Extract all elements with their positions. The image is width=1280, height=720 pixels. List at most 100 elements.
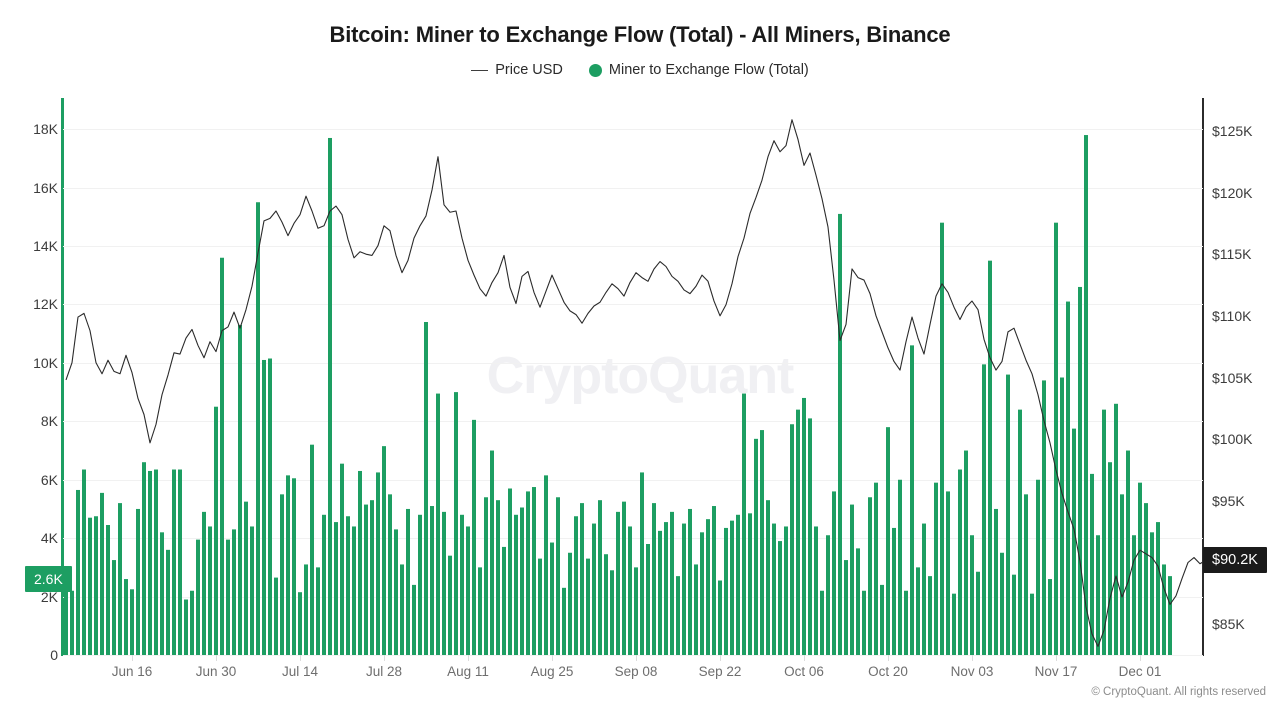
price-line[interactable] — [65, 119, 1207, 647]
bar[interactable] — [184, 599, 188, 656]
bar[interactable] — [958, 469, 962, 655]
bar[interactable] — [1156, 522, 1160, 655]
bar[interactable] — [1096, 535, 1100, 655]
bar[interactable] — [112, 560, 116, 655]
bar[interactable] — [952, 593, 956, 655]
bar[interactable] — [130, 589, 134, 655]
bar[interactable] — [616, 511, 620, 655]
bar[interactable] — [796, 409, 800, 655]
bar[interactable] — [820, 590, 824, 655]
bar[interactable] — [370, 500, 374, 655]
bar[interactable] — [160, 532, 164, 655]
bar[interactable] — [556, 497, 560, 655]
bar[interactable] — [274, 577, 278, 655]
bar[interactable] — [562, 587, 566, 655]
bar[interactable] — [850, 504, 854, 655]
bar[interactable] — [448, 555, 452, 655]
bar[interactable] — [898, 479, 902, 655]
bar[interactable] — [1138, 482, 1142, 655]
bar[interactable] — [400, 564, 404, 655]
bar[interactable] — [784, 526, 788, 655]
bar[interactable] — [862, 590, 866, 655]
bar[interactable] — [592, 523, 596, 655]
bar[interactable] — [430, 506, 434, 655]
bar[interactable] — [460, 514, 464, 655]
bar[interactable] — [496, 500, 500, 655]
bar[interactable] — [376, 472, 380, 655]
bar[interactable] — [172, 469, 176, 655]
bar[interactable] — [520, 507, 524, 655]
bar[interactable] — [148, 470, 152, 655]
bar[interactable] — [532, 487, 536, 655]
bar[interactable] — [670, 511, 674, 655]
bar[interactable] — [868, 497, 872, 655]
bar[interactable] — [394, 529, 398, 655]
bar[interactable] — [286, 475, 290, 655]
bar[interactable] — [220, 257, 224, 655]
bar[interactable] — [202, 511, 206, 655]
bar[interactable] — [82, 469, 86, 655]
bar[interactable] — [352, 526, 356, 655]
bar[interactable] — [916, 567, 920, 655]
bar[interactable] — [304, 564, 308, 655]
bar[interactable] — [190, 590, 194, 655]
bar[interactable] — [238, 324, 242, 655]
bar[interactable] — [628, 526, 632, 655]
bar[interactable] — [970, 535, 974, 655]
bar[interactable] — [1048, 579, 1052, 655]
bar[interactable] — [838, 213, 842, 656]
bar[interactable] — [718, 580, 722, 655]
bar[interactable] — [106, 525, 110, 655]
bar[interactable] — [610, 570, 614, 655]
bar[interactable] — [976, 571, 980, 655]
bar[interactable] — [214, 406, 218, 655]
bar[interactable] — [316, 567, 320, 655]
bar[interactable] — [502, 546, 506, 655]
bar[interactable] — [64, 577, 68, 655]
bar[interactable] — [568, 552, 572, 655]
bar[interactable] — [514, 514, 518, 655]
bar[interactable] — [946, 491, 950, 655]
bar[interactable] — [940, 222, 944, 655]
bar[interactable] — [76, 489, 80, 655]
bar[interactable] — [544, 475, 548, 655]
bar[interactable] — [826, 535, 830, 655]
bar[interactable] — [472, 419, 476, 655]
legend-item-price[interactable]: Price USD — [471, 62, 563, 78]
bar[interactable] — [1018, 409, 1022, 655]
bar[interactable] — [1084, 135, 1088, 656]
bar[interactable] — [886, 427, 890, 655]
bar[interactable] — [994, 508, 998, 655]
legend-item-flow[interactable]: Miner to Exchange Flow (Total) — [588, 62, 809, 78]
bar[interactable] — [1132, 535, 1136, 655]
bar[interactable] — [490, 450, 494, 655]
bar[interactable] — [358, 470, 362, 655]
bar[interactable] — [766, 500, 770, 655]
bar[interactable] — [1162, 564, 1166, 655]
bar[interactable] — [634, 567, 638, 655]
bar[interactable] — [682, 523, 686, 655]
bar[interactable] — [538, 558, 542, 655]
bar[interactable] — [70, 590, 74, 655]
bar[interactable] — [1024, 494, 1028, 655]
bar[interactable] — [808, 418, 812, 655]
bar[interactable] — [526, 491, 530, 655]
bar[interactable] — [892, 527, 896, 655]
bar[interactable] — [298, 592, 302, 655]
bar[interactable] — [262, 359, 266, 655]
bar[interactable] — [1090, 473, 1094, 655]
bar[interactable] — [1054, 222, 1058, 655]
bar[interactable] — [1078, 286, 1082, 655]
bar[interactable] — [124, 579, 128, 655]
bar[interactable] — [280, 494, 284, 655]
bar[interactable] — [658, 530, 662, 655]
bar[interactable] — [748, 513, 752, 655]
bar[interactable] — [922, 523, 926, 655]
bar[interactable] — [292, 478, 296, 655]
bar[interactable] — [1168, 576, 1172, 655]
bar[interactable] — [772, 523, 776, 655]
bar[interactable] — [988, 260, 992, 655]
bar[interactable] — [700, 532, 704, 655]
bar[interactable] — [724, 527, 728, 655]
bar[interactable] — [1042, 380, 1046, 655]
